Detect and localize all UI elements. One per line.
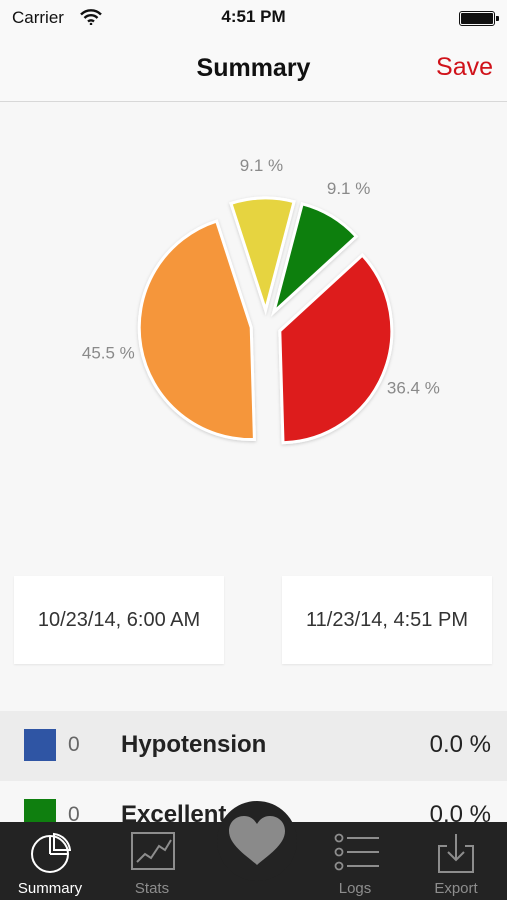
- legend-percent: 0.0 %: [429, 731, 491, 758]
- add-reading-button[interactable]: [217, 801, 297, 881]
- pie-chart-icon: [31, 832, 71, 873]
- carrier-label: Carrier: [12, 8, 64, 27]
- tab-logs[interactable]: Logs: [305, 822, 405, 900]
- pie-slice-label: 9.1 %: [240, 156, 283, 175]
- heart-icon: [229, 816, 285, 865]
- export-icon: [438, 834, 474, 873]
- legend-row-hypotension[interactable]: 0 Hypotension 0.0 %: [0, 711, 507, 781]
- pie-slice-yellow[interactable]: [229, 196, 296, 316]
- pie-slice-label: 9.1 %: [327, 179, 370, 198]
- pie-slice-green[interactable]: [270, 202, 359, 317]
- tab-label: Stats: [134, 880, 170, 897]
- tab-summary[interactable]: Summary: [0, 822, 100, 900]
- legend-count: 0: [68, 733, 80, 756]
- status-time: 4:51 PM: [221, 7, 286, 26]
- battery-icon: [459, 11, 499, 26]
- pie-chart[interactable]: 9.1 % 9.1 % 36.4 % 45.5 %: [0, 103, 507, 563]
- tab-export[interactable]: Export: [406, 822, 506, 900]
- line-chart-icon: [131, 832, 175, 870]
- pie-slice-red[interactable]: [278, 252, 394, 445]
- save-button[interactable]: Save: [436, 53, 493, 81]
- tab-label: Summary: [17, 880, 83, 897]
- status-bar: Carrier 4:51 PM: [0, 0, 507, 36]
- pie-chart-area: 9.1 % 9.1 % 36.4 % 45.5 %: [0, 103, 507, 563]
- wifi-icon: [80, 9, 102, 25]
- pie-slice-label: 36.4 %: [387, 378, 440, 397]
- page-title: Summary: [196, 54, 311, 82]
- start-date-button[interactable]: 10/23/14, 6:00 AM: [14, 576, 224, 664]
- tab-stats[interactable]: Stats: [102, 822, 202, 900]
- legend-name: Hypotension: [121, 731, 267, 758]
- pie-slice-orange[interactable]: [137, 219, 256, 442]
- tab-label: Export: [434, 880, 478, 897]
- end-date-button[interactable]: 11/23/14, 4:51 PM: [282, 576, 492, 664]
- legend-swatch: [24, 729, 56, 761]
- pie-slice-label: 45.5 %: [82, 343, 135, 362]
- tab-label: Logs: [338, 880, 372, 897]
- legend-count: 0: [68, 803, 80, 826]
- navigation-bar: Summary Save: [0, 36, 507, 102]
- list-icon: [334, 833, 379, 871]
